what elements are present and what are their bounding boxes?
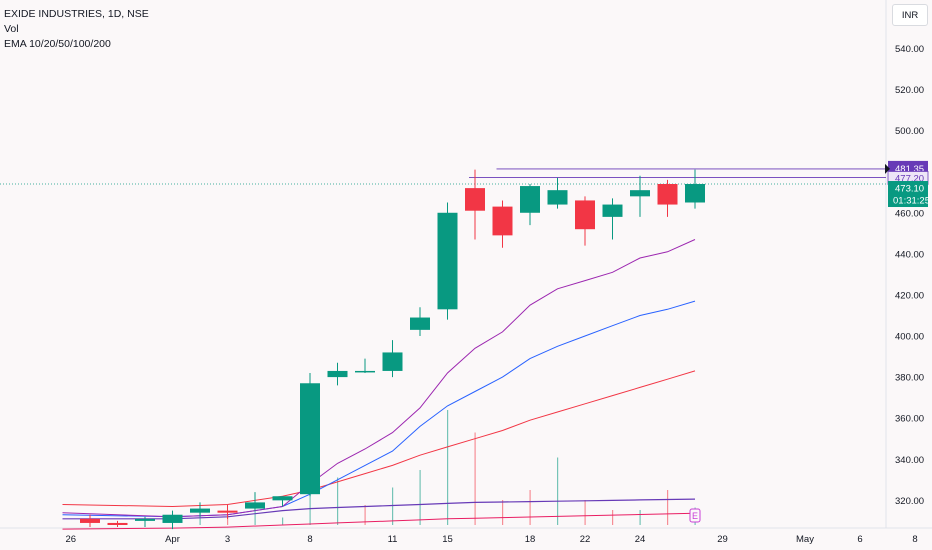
y-tick-label: 420.00	[895, 290, 924, 301]
volume-bar	[282, 517, 284, 525]
volume-bar	[392, 487, 394, 525]
y-tick-label: 520.00	[895, 85, 924, 96]
candle-body	[217, 510, 238, 513]
y-tick-label: 320.00	[895, 496, 924, 507]
x-tick-label: 8	[307, 534, 312, 545]
legend-ema[interactable]: EMA 10/20/50/100/200	[4, 38, 111, 50]
candle-body	[465, 188, 485, 211]
y-tick-label: 540.00	[895, 44, 924, 55]
x-tick-label: 29	[717, 534, 728, 545]
ema-50-line	[62, 370, 696, 508]
x-tick-label: 22	[580, 534, 591, 545]
volume-bar	[474, 432, 476, 525]
countdown-label: 01:31:25	[893, 196, 930, 207]
x-tick-label: 11	[388, 534, 398, 545]
candle-body	[245, 502, 265, 509]
last-price-label: 473.10	[895, 184, 924, 195]
x-tick-label: 3	[225, 534, 230, 545]
x-tick-label: 15	[442, 534, 453, 545]
candle-body	[272, 496, 293, 501]
candle-body	[327, 370, 348, 378]
level-price-label: 477.20	[895, 173, 924, 184]
level-arrow-icon	[885, 163, 890, 174]
currency-button[interactable]: INR	[892, 4, 928, 26]
candle-body	[162, 514, 183, 523]
candle-body	[80, 518, 100, 523]
volume-bar	[667, 490, 669, 525]
volume-bar	[227, 515, 229, 525]
volume-bar	[639, 510, 641, 525]
candle-body	[437, 212, 458, 310]
volume-bar	[529, 490, 531, 525]
volume-bar	[557, 457, 559, 525]
ema-200-line	[62, 512, 696, 530]
level-price-label: 481.35	[895, 164, 924, 175]
candle-body	[575, 200, 595, 230]
candle-body	[547, 190, 568, 205]
legend-symbol[interactable]: EXIDE INDUSTRIES, 1D, NSE	[4, 8, 149, 20]
y-tick-label: 400.00	[895, 332, 924, 343]
candle-body	[190, 508, 210, 513]
ema-100-line	[62, 498, 696, 520]
volume-bar	[447, 410, 449, 525]
earnings-marker	[689, 508, 701, 523]
x-tick-label: 24	[635, 534, 646, 545]
legend-volume[interactable]: Vol	[4, 23, 19, 35]
candle-body	[382, 352, 403, 371]
volume-bar	[612, 510, 614, 525]
last-price-tag	[888, 181, 928, 208]
y-tick-label: 380.00	[895, 373, 924, 384]
candle-body	[520, 186, 540, 213]
candle-body	[135, 518, 155, 521]
y-tick-label: 460.00	[895, 208, 924, 219]
x-tick-label: 26	[65, 534, 76, 545]
chart-legend: EXIDE INDUSTRIES, 1D, NSE Vol EMA 10/20/…	[4, 7, 149, 52]
candle-body	[107, 522, 128, 525]
volume-bar	[502, 500, 504, 525]
candle-body	[630, 190, 650, 197]
x-tick-label: 6	[857, 534, 862, 545]
y-tick-label: 340.00	[895, 455, 924, 466]
volume-bar	[419, 470, 421, 525]
volume-bar	[584, 500, 586, 525]
earnings-marker-label: E	[692, 511, 698, 521]
candle-body	[492, 206, 513, 236]
y-tick-label: 360.00	[895, 414, 924, 425]
volume-bar	[364, 505, 366, 525]
volume-bar	[337, 477, 339, 525]
x-tick-label: 8	[912, 534, 917, 545]
candle-body	[410, 317, 430, 330]
candle-body	[355, 370, 375, 373]
x-tick-label: 18	[525, 534, 536, 545]
volume-bar	[199, 512, 201, 525]
y-tick-label: 440.00	[895, 249, 924, 260]
candle-body	[657, 184, 678, 205]
x-tick-label: Apr	[165, 534, 180, 545]
volume-bar	[254, 510, 256, 525]
candle-body	[602, 204, 623, 217]
y-tick-label: 500.00	[895, 126, 924, 137]
x-tick-label: May	[796, 534, 814, 545]
candle-body	[685, 184, 705, 203]
candle-body	[300, 383, 320, 495]
